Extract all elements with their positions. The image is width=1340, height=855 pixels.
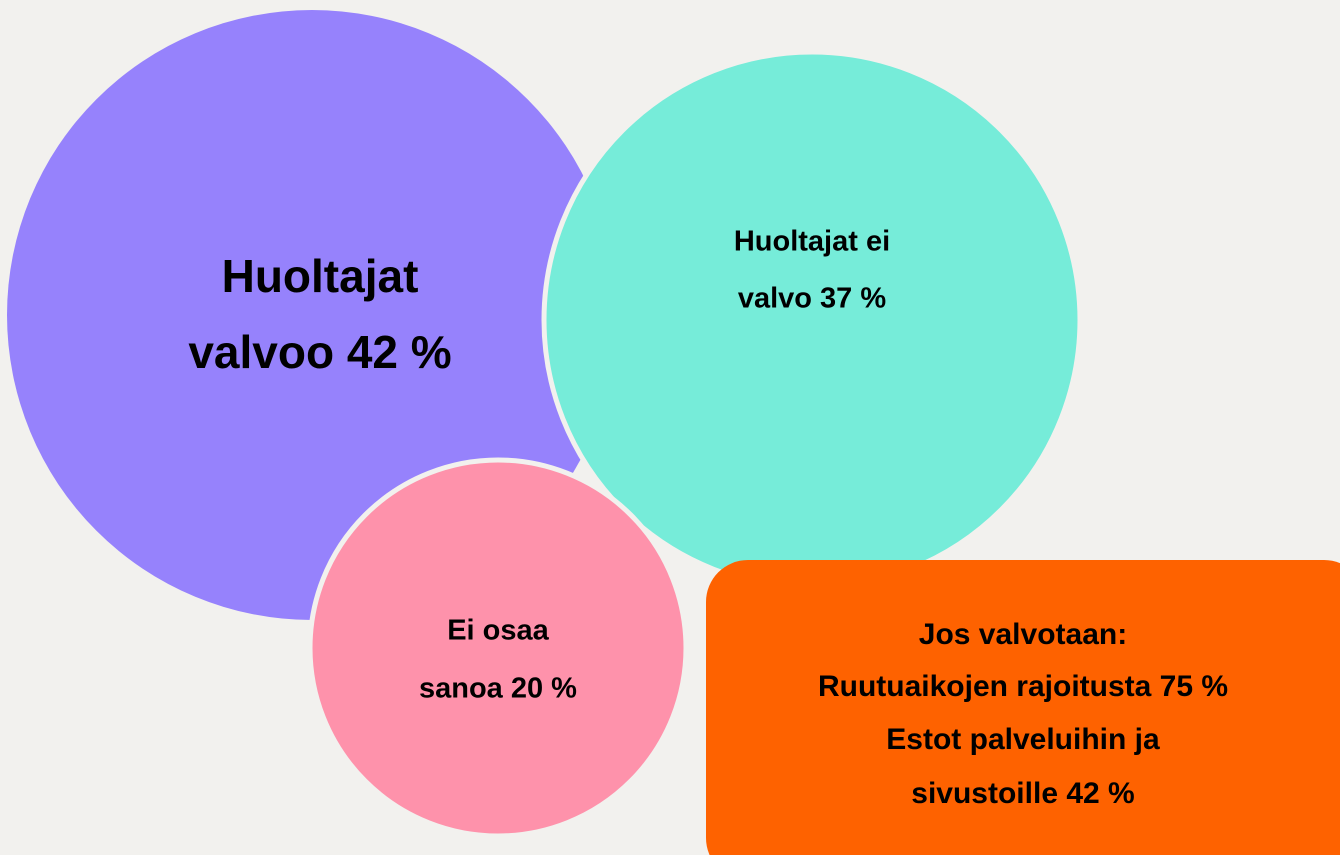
bubble-label: sanoa 20 % (419, 673, 577, 705)
info-box (706, 560, 1340, 855)
info-line: Ruutuaikojen rajoitusta 75 % (818, 670, 1228, 703)
info-line: Estot palveluihin ja (886, 723, 1160, 756)
bubble-label: valvoo 42 % (188, 326, 451, 378)
info-line: Jos valvotaan: (919, 618, 1127, 651)
info-line: sivustoille 42 % (911, 777, 1134, 810)
bubble-label: Ei osaa (447, 615, 549, 647)
bubble-dont-know (307, 457, 689, 839)
bubble-label: valvo 37 % (738, 283, 887, 315)
bubble-label: Huoltajat ei (734, 226, 890, 258)
bubble-label: Huoltajat (222, 250, 419, 302)
